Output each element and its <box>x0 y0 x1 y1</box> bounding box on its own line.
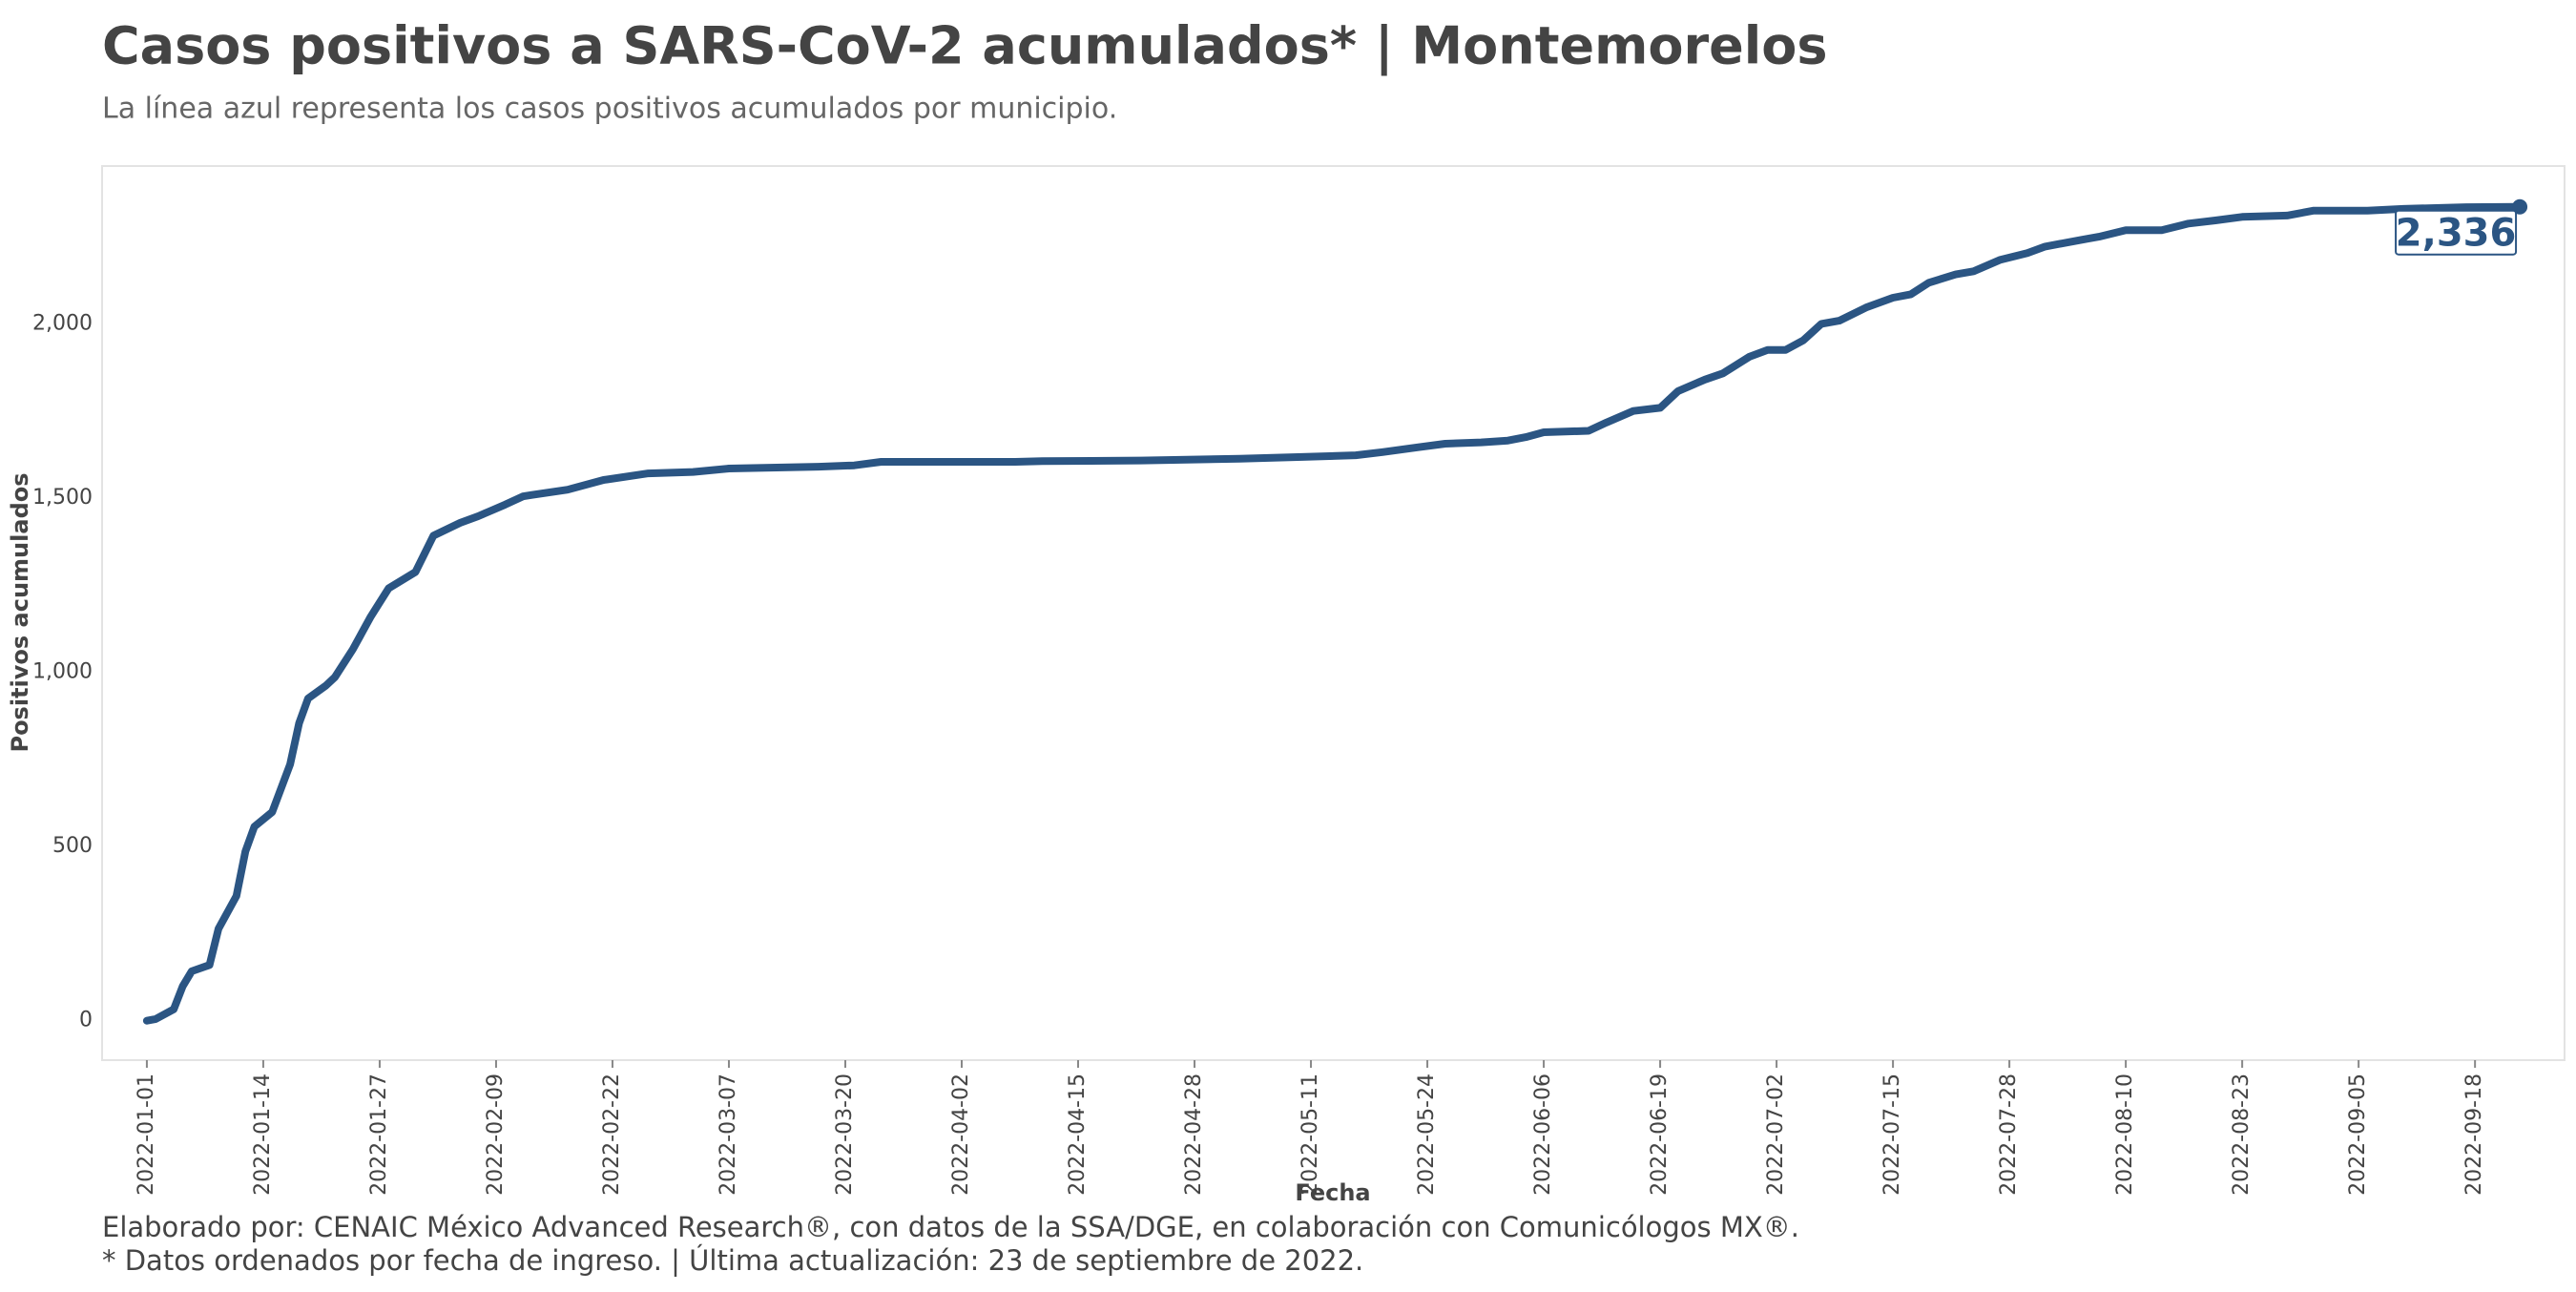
y-tick-label: 500 <box>52 834 93 858</box>
plot-frame <box>101 165 2566 1061</box>
x-tick-label: 2022-04-15 <box>1066 1073 1090 1196</box>
y-tick-label: 1,500 <box>32 486 93 510</box>
y-axis-title: Positivos acumulados <box>7 472 33 752</box>
x-tick-label: 2022-05-24 <box>1415 1073 1439 1196</box>
x-tick-label: 2022-02-09 <box>484 1073 508 1196</box>
y-tick-label: 0 <box>79 1009 93 1032</box>
x-tick-label: 2022-08-10 <box>2113 1073 2137 1196</box>
chart-subtitle: La línea azul representa los casos posit… <box>102 93 1117 126</box>
x-tick-label: 2022-07-02 <box>1764 1073 1788 1196</box>
x-axis-title: Fecha <box>1295 1179 1370 1206</box>
x-tick-label: 2022-07-15 <box>1880 1073 1904 1196</box>
x-tick-label: 2022-05-11 <box>1298 1073 1322 1196</box>
end-label-box <box>2395 209 2518 256</box>
line <box>142 202 2524 1025</box>
x-tick-label: 2022-03-07 <box>717 1073 740 1196</box>
x-tick-label: 2022-09-05 <box>2346 1073 2370 1196</box>
x-tick-label: 2022-01-01 <box>135 1073 158 1196</box>
footer-line: * Datos ordenados por fecha de ingreso. … <box>102 1244 1363 1277</box>
x-tick-label: 2022-01-14 <box>251 1073 275 1196</box>
chart-title: Casos positivos a SARS-CoV-2 acumulados*… <box>102 16 1828 76</box>
x-tick-label: 2022-09-18 <box>2462 1073 2486 1196</box>
end-label: 2,336 <box>2396 212 2517 256</box>
y-tick-label: 1,000 <box>32 660 93 684</box>
x-tick-label: 2022-04-28 <box>1182 1073 1206 1196</box>
x-tick-label: 2022-06-06 <box>1531 1073 1555 1196</box>
x-tick-label: 2022-01-27 <box>367 1073 391 1196</box>
y-tick-label: 2,000 <box>32 311 93 335</box>
x-tick-label: 2022-04-02 <box>949 1073 973 1196</box>
x-tick-label: 2022-03-20 <box>833 1073 857 1196</box>
x-tick-label: 2022-07-28 <box>1997 1073 2021 1196</box>
footer-line: Elaborado por: CENAIC México Advanced Re… <box>102 1211 1799 1243</box>
x-tick-label: 2022-08-23 <box>2230 1073 2254 1196</box>
x-tick-label: 2022-06-19 <box>1648 1073 1672 1196</box>
x-tick-label: 2022-02-22 <box>600 1073 624 1196</box>
